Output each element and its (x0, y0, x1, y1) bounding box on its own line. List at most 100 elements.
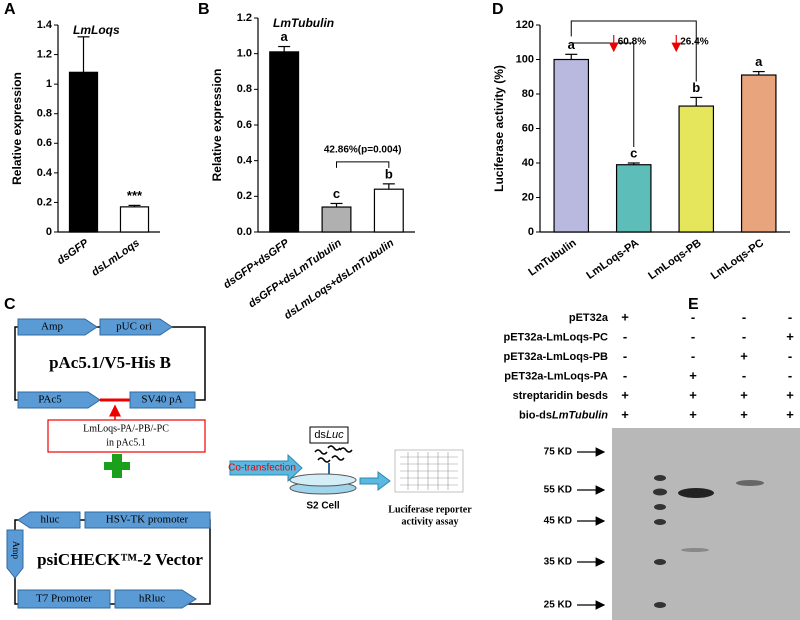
row-mark: - (623, 368, 627, 383)
y-tick-label: 60 (522, 122, 534, 134)
feature-box (84, 511, 211, 529)
y-tick-label: 20 (522, 191, 534, 203)
feature-box (129, 391, 196, 409)
text: pET32a-LmLoqs-PC (503, 331, 608, 343)
row-mark: + (621, 309, 629, 324)
text: Luc (326, 429, 344, 441)
y-tick-label: 0 (46, 226, 52, 238)
bar (678, 105, 715, 233)
x-tick-label: LmLoqs-PA (584, 237, 641, 282)
text: ds (314, 429, 326, 441)
marker-label: 25 KD (544, 600, 572, 611)
y-tick-label: 0.2 (237, 190, 252, 202)
bar (615, 164, 652, 233)
reduction-label: 26.4% (680, 37, 708, 48)
panel-label: A (4, 1, 16, 18)
feature-label: T7 Promoter (36, 593, 92, 605)
significance-label: c (333, 186, 340, 201)
vector-name: psiCHECK™-2 Vector (37, 550, 203, 569)
panel-label: D (492, 1, 504, 18)
feature-label: pUC ori (116, 321, 152, 333)
chart-title: LmLoqs (73, 23, 120, 37)
insert-label: in pAc5.1 (106, 437, 145, 448)
row-label: pET32a-LmLoqs-PB (503, 351, 608, 363)
feature-label: hRluc (139, 593, 165, 605)
row-mark: - (623, 329, 627, 344)
row-mark: - (788, 348, 792, 363)
feature-label: hluc (41, 514, 60, 526)
bracket (336, 161, 390, 168)
y-tick-label: 0.0 (237, 226, 252, 238)
y-tick-label: 1.2 (237, 12, 252, 24)
row-mark: - (623, 348, 627, 363)
assay-label: Luciferase reporter (388, 504, 472, 515)
arrow (6, 529, 24, 579)
row-mark: - (691, 329, 695, 344)
y-tick-label: 1.4 (37, 19, 53, 31)
bar (269, 51, 300, 233)
row-label: pET32a-LmLoqs-PA (504, 370, 608, 382)
significance-label: b (385, 166, 393, 181)
row-mark: - (788, 368, 792, 383)
cotransfection-label: Co-transfection (228, 463, 296, 474)
panel-label: B (198, 1, 210, 18)
row-mark: + (689, 407, 697, 422)
insert-label: LmLoqs-PA/-PB/-PC (83, 423, 169, 434)
text: bio-ds (519, 409, 552, 421)
arrow (114, 589, 197, 609)
y-tick-label: 0.4 (237, 155, 253, 167)
row-label: bio-dsLmTubulin (519, 409, 608, 421)
row-mark: + (621, 407, 629, 422)
assay-label: activity assay (402, 516, 459, 527)
row-mark: + (786, 387, 794, 402)
plus-icon (104, 454, 130, 478)
dish (289, 473, 357, 487)
row-label: pET32a-LmLoqs-PC (503, 331, 608, 343)
bar (321, 206, 352, 233)
insert-box (47, 419, 206, 453)
bar (373, 188, 404, 233)
y-tick-label: 1 (46, 78, 52, 90)
bar (68, 71, 99, 233)
x-tick-label: LmLoqs-PC (709, 237, 766, 282)
row-mark: + (786, 407, 794, 422)
gel (612, 428, 800, 620)
row-mark: + (786, 329, 794, 344)
dsluc-box (309, 426, 349, 444)
row-mark: + (689, 368, 697, 383)
feature-label: Amp (11, 541, 21, 560)
significance-label: a (281, 29, 289, 44)
plate-icon (394, 449, 464, 493)
row-mark: - (742, 329, 746, 344)
significance-label: a (755, 54, 763, 69)
reduction-label: 60.8% (618, 37, 646, 48)
row-mark: + (740, 407, 748, 422)
marker-label: 35 KD (544, 557, 572, 568)
marker-label: 75 KD (544, 447, 572, 458)
y-tick-label: 100 (516, 53, 534, 65)
y-tick-label: 0.4 (37, 167, 53, 179)
band (678, 488, 714, 498)
row-mark: - (691, 309, 695, 324)
text: pET32a-LmLoqs-PA (504, 370, 608, 382)
y-tick-label: 0.8 (237, 83, 252, 95)
vector-name: pAc5.1/V5-His B (49, 353, 171, 372)
row-mark: - (742, 309, 746, 324)
row-label: pET32a (569, 312, 609, 324)
panel-c: C Amp pUC ori pAc5.1/V5-His B PAc5 SV40 … (4, 296, 472, 609)
row-mark: - (788, 309, 792, 324)
y-tick-label: 80 (522, 88, 534, 100)
cell-label: S2 Cell (306, 501, 340, 512)
bar (740, 74, 777, 233)
feature-label: HSV-TK promoter (106, 514, 189, 526)
arrow (17, 391, 101, 409)
arrow (359, 471, 391, 491)
text: pET32a-LmLoqs-PB (503, 351, 608, 363)
row-label: streptaridin besds (513, 390, 608, 402)
feature-label: PAc5 (38, 394, 62, 406)
significance-label: a (568, 37, 576, 52)
y-tick-label: 0.6 (237, 119, 252, 131)
text: streptaridin besds (513, 390, 608, 402)
significance-label: *** (127, 188, 143, 203)
y-axis-label: Relative expression (210, 69, 224, 182)
